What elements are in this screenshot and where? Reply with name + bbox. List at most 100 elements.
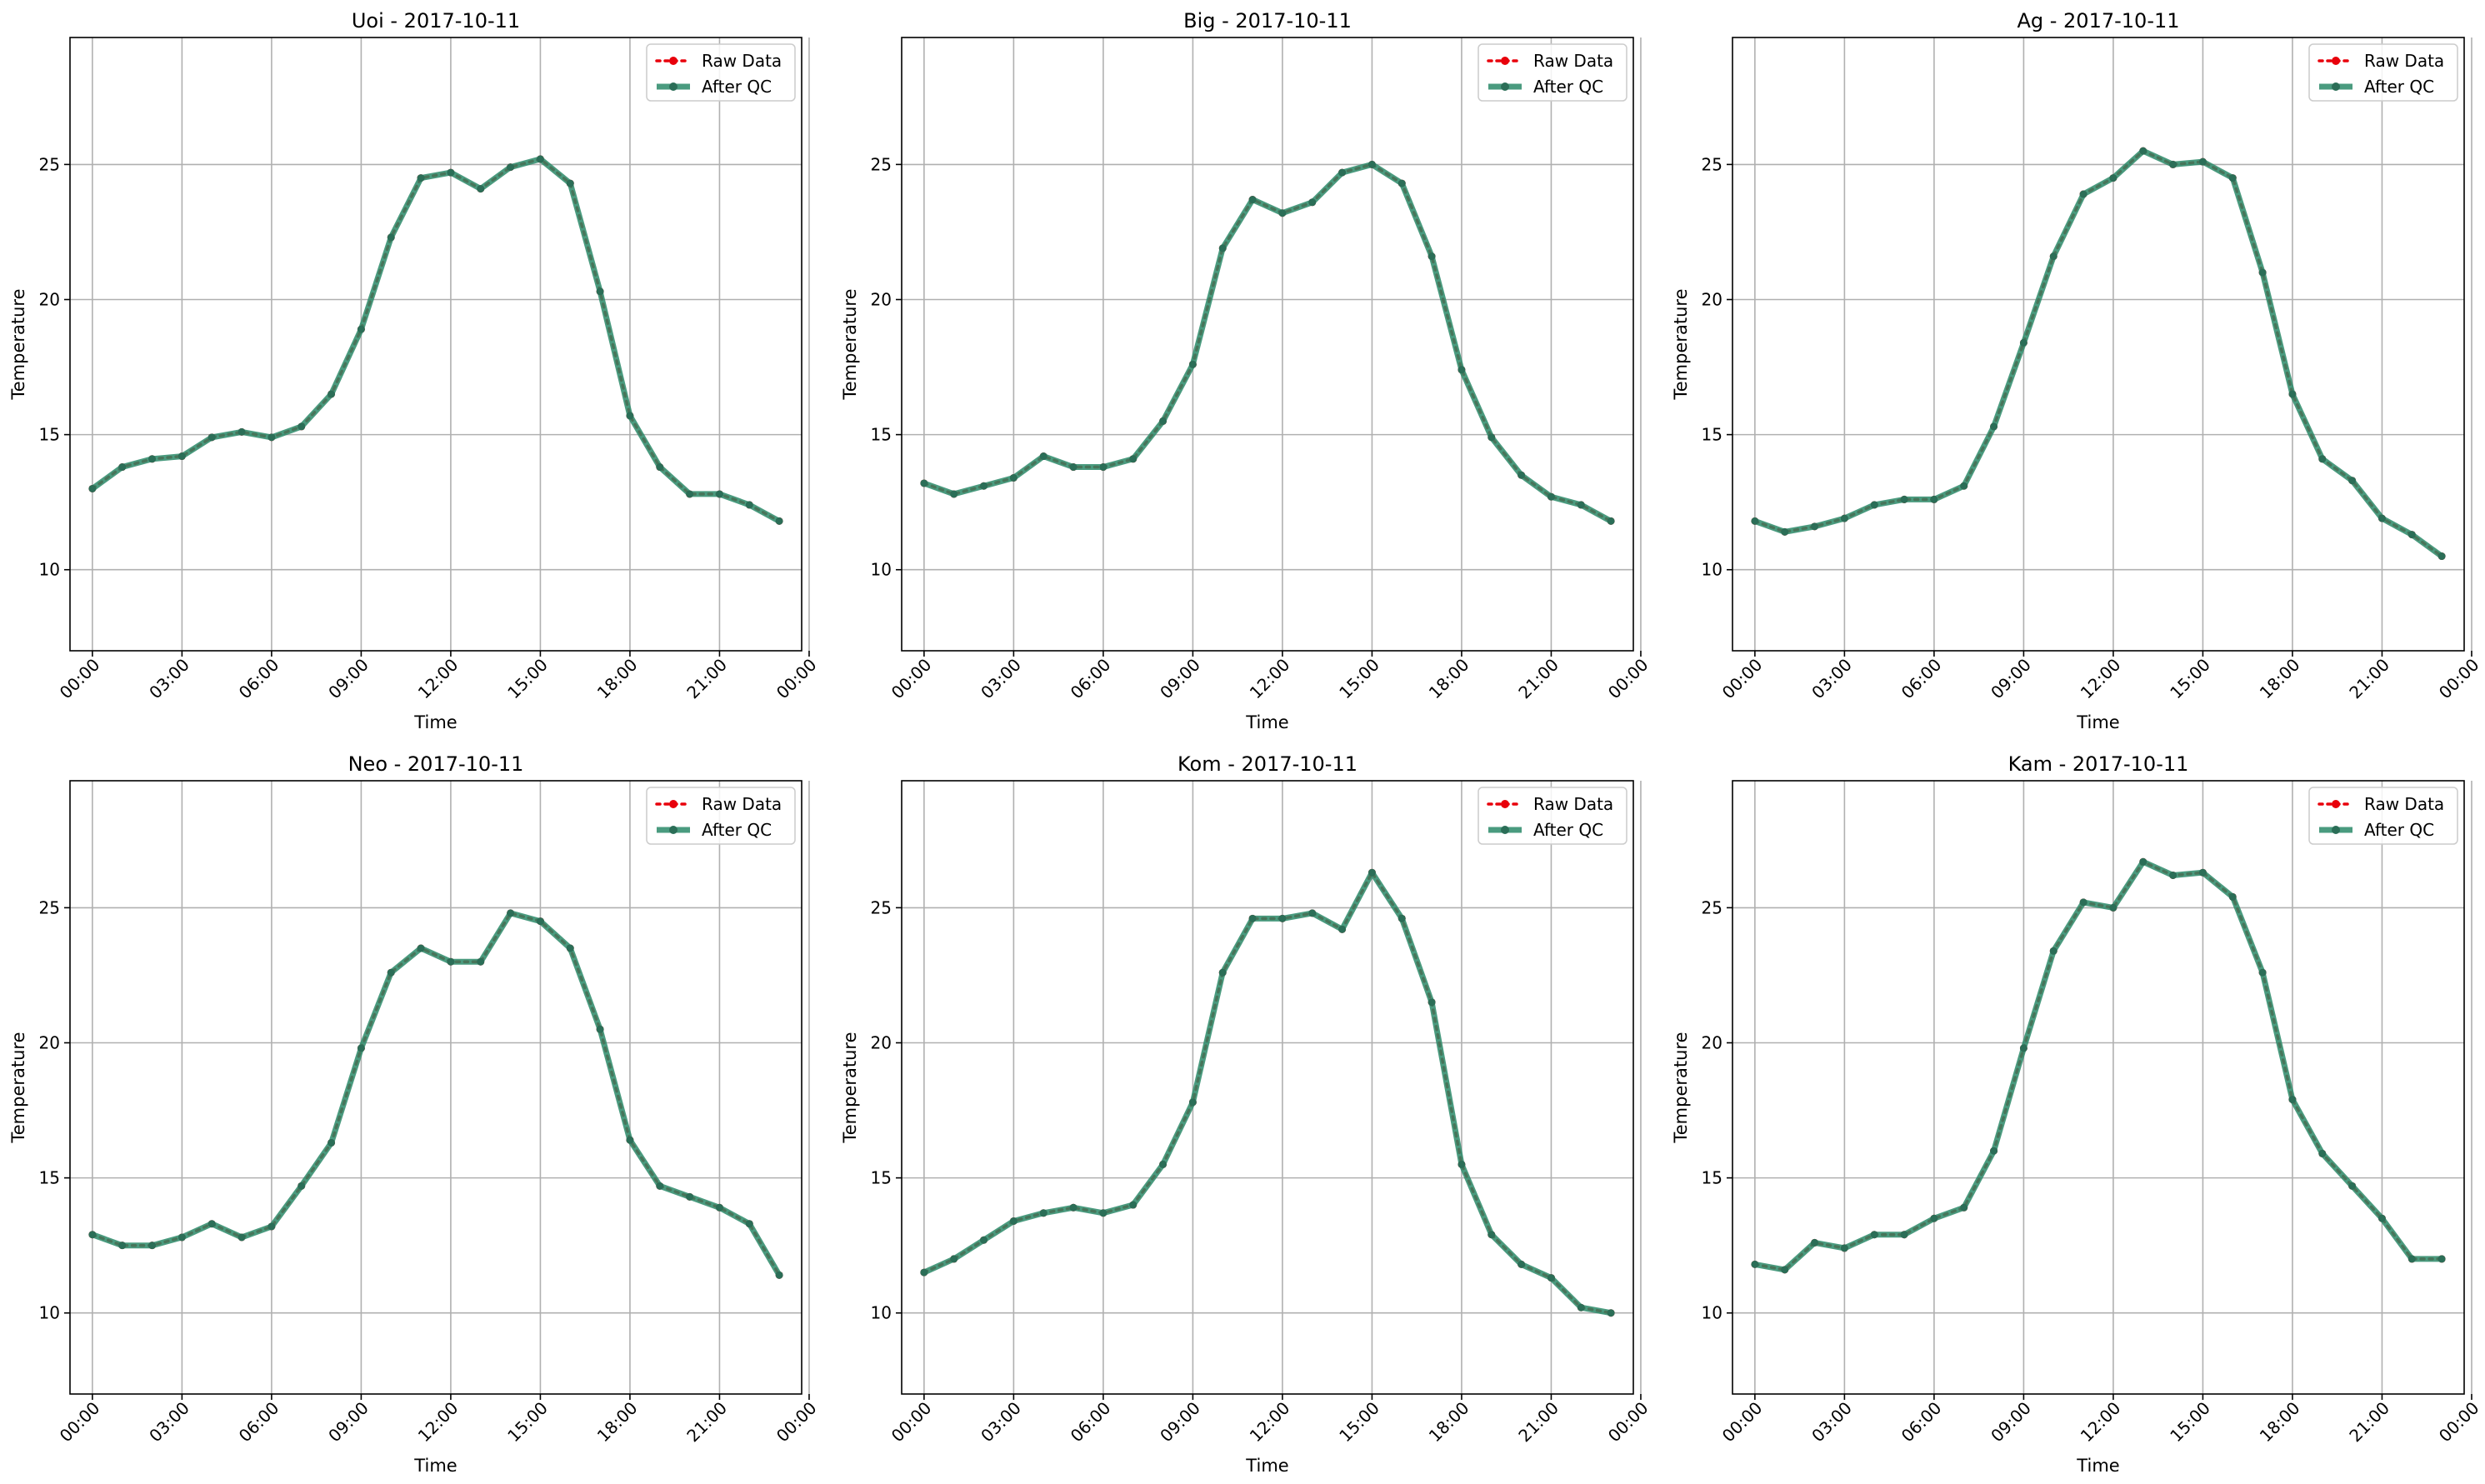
after-qc-point [1398,179,1406,187]
after-qc-point [507,163,515,172]
x-tick-label: 15:00 [2166,655,2214,703]
y-tick-label: 25 [39,897,60,917]
after-qc-point [566,944,574,952]
after-qc-point [477,185,485,193]
legend: Raw Data After QC [2308,787,2458,845]
after-qc-point [1751,517,1759,525]
after-qc-point [2438,552,2446,561]
after-qc-point [1129,1201,1138,1209]
x-tick-label: 21:00 [682,655,731,703]
after-qc-point [1428,252,1436,261]
legend: Raw Data After QC [1478,787,1628,845]
after-qc-point [1870,501,1878,509]
x-axis-label: Time [413,1456,457,1476]
after-qc-point [417,174,425,182]
after-qc-point [238,427,246,436]
y-tick-label: 25 [871,154,892,174]
x-tick-label: 12:00 [414,655,462,703]
after-qc-point [596,1025,604,1033]
legend-raw-marker [2332,800,2340,808]
legend-qc-marker [2332,82,2340,91]
after-qc-point [1368,868,1376,877]
legend-qc-label: After QC [1533,820,1603,840]
x-tick-label: 06:00 [1898,655,1946,703]
axes-frame [901,37,1634,652]
after-qc-point [1188,1098,1197,1107]
after-qc-point [2438,1255,2446,1263]
subplot-2: 00:00 03:00 06:00 09:00 12:00 15:00 18:00 21:00… [840,9,1652,732]
x-tick-label: 12:00 [414,1398,462,1447]
subplot-title: Big - 2017-10-11 [1183,9,1352,32]
x-tick-label: 00:00 [772,655,821,703]
legend-qc-marker [1501,826,1509,834]
after-qc-point [1338,168,1347,177]
after-qc-point [1218,244,1227,252]
after-qc-point [920,479,928,487]
after-qc-point [1547,492,1555,501]
y-tick-label: 25 [871,897,892,917]
after-qc-point [178,452,186,461]
x-axis-label: Time [2076,712,2119,732]
after-qc-point [2019,1044,2028,1052]
after-qc-point [507,909,515,917]
after-qc-point [2288,1096,2297,1104]
after-qc-point [1840,1244,1848,1252]
after-qc-point [1900,495,1908,503]
after-qc-point [1811,522,1819,531]
x-tick-label: 06:00 [1898,1398,1946,1447]
after-qc-point [2408,531,2416,539]
after-qc-point [950,1255,958,1263]
after-qc-point [477,957,485,966]
after-qc-point [920,1268,928,1277]
after-qc-point [1248,914,1257,922]
after-qc-point [980,482,988,490]
y-tick-label: 10 [1702,560,1722,580]
x-tick-label: 00:00 [772,1398,821,1447]
y-axis-label: Temperature [8,288,28,400]
after-qc-point [1009,473,1018,482]
after-qc-point [2288,390,2297,398]
after-qc-line [1753,147,2444,559]
x-axis-label: Time [1245,712,1288,732]
after-qc-point [417,944,425,952]
after-qc-point [1308,198,1317,207]
x-tick-label: 00:00 [1718,1398,1767,1447]
x-tick-label: 18:00 [1425,655,1473,703]
after-qc-point [2049,947,2058,955]
after-qc-point [1069,463,1078,472]
legend-raw-label: Raw Data [2364,51,2444,71]
raw-data-line [1753,860,2443,1272]
axes-frame [69,37,802,652]
after-qc-point [1781,1266,1789,1274]
y-tick-label: 15 [871,1168,892,1188]
legend-qc-marker [2332,826,2340,834]
axes-frame [69,780,802,1395]
after-qc-point [1547,1274,1555,1282]
y-tick-label: 10 [871,560,892,580]
legend: Raw Data After QC [646,787,796,845]
x-tick-label: 03:00 [977,655,1025,703]
after-qc-point [686,490,694,498]
after-qc-point [88,484,97,492]
after-qc-point [980,1236,988,1244]
after-qc-point [745,501,753,509]
x-axis-label: Time [413,712,457,732]
after-qc-point [2139,857,2148,866]
legend-raw-label: Raw Data [702,51,782,71]
x-tick-label: 03:00 [145,655,193,703]
after-qc-point [1039,1209,1048,1217]
x-tick-label: 09:00 [324,1398,372,1447]
after-qc-point [2049,252,2058,261]
after-qc-point [1308,909,1317,917]
after-qc-line [91,910,782,1277]
legend-qc-marker [669,826,678,834]
legend-raw-label: Raw Data [1533,794,1613,814]
x-tick-label: 09:00 [1156,655,1204,703]
x-tick-label: 18:00 [1425,1398,1473,1447]
after-qc-line [922,869,1612,1317]
subplot-6: 00:00 03:00 06:00 09:00 12:00 15:00 18:00 21:00… [1671,752,2482,1476]
y-axis-label: Temperature [8,1032,28,1143]
x-tick-label: 18:00 [593,1398,642,1447]
legend: Raw Data After QC [2308,43,2458,102]
x-tick-label: 15:00 [1335,1398,1383,1447]
